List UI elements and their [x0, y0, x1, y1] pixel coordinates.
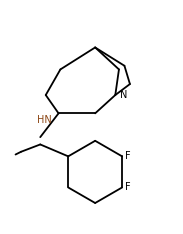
Text: HN: HN [37, 115, 51, 125]
Text: N: N [120, 90, 127, 100]
Text: F: F [125, 151, 130, 161]
Text: F: F [125, 183, 130, 192]
